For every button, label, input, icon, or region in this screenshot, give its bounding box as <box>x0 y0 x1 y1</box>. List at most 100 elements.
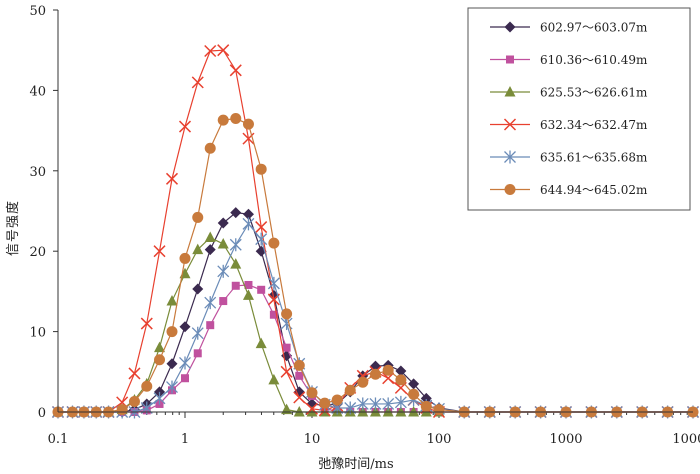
data-point <box>116 404 128 416</box>
data-point <box>154 354 166 366</box>
data-point <box>217 114 229 126</box>
x-tick-label: 0.1 <box>48 432 69 447</box>
data-point <box>344 384 356 396</box>
data-point <box>295 371 304 380</box>
data-point <box>394 395 407 409</box>
data-point <box>306 406 318 417</box>
data-point <box>166 295 178 306</box>
x-axis-title: 弛豫时间/ms <box>318 457 393 472</box>
data-point <box>280 365 293 378</box>
data-point <box>433 404 445 416</box>
data-point <box>204 44 217 58</box>
data-point <box>231 281 240 290</box>
data-point <box>293 406 305 417</box>
data-point <box>192 283 204 295</box>
data-point <box>166 326 178 338</box>
data-point <box>255 232 268 246</box>
data-point <box>219 297 228 306</box>
x-tick-label: 1000 <box>549 432 582 447</box>
data-point <box>230 258 242 269</box>
data-point <box>204 296 217 310</box>
x-tick-label: 10000 <box>672 432 700 447</box>
legend-marker <box>506 55 514 64</box>
legend-label: 610.36～610.49m <box>540 53 648 67</box>
data-point <box>319 397 331 409</box>
data-point <box>229 64 242 77</box>
data-point <box>369 406 381 417</box>
data-point <box>408 406 420 417</box>
data-point <box>178 120 192 133</box>
data-point <box>242 217 255 231</box>
data-point <box>282 343 291 352</box>
y-tick-label: 50 <box>29 4 46 19</box>
data-point <box>242 289 254 300</box>
x-tick-label: 1 <box>181 432 189 447</box>
data-point <box>244 280 253 289</box>
data-point <box>192 243 204 255</box>
data-point <box>382 372 395 385</box>
data-point <box>293 359 305 371</box>
data-point <box>257 285 266 294</box>
x-tick-label: 10 <box>304 432 321 447</box>
data-point <box>331 394 343 406</box>
legend-marker <box>503 118 517 131</box>
data-point <box>217 217 229 229</box>
data-point <box>356 397 369 411</box>
data-point <box>230 207 242 219</box>
data-point <box>357 406 369 417</box>
data-point <box>357 376 369 388</box>
data-point <box>153 245 166 258</box>
data-point <box>204 231 216 243</box>
data-point <box>369 397 382 411</box>
data-point <box>369 368 381 380</box>
data-point <box>191 326 204 340</box>
data-point <box>269 310 278 319</box>
data-point <box>206 321 215 330</box>
y-tick-label: 20 <box>29 245 46 260</box>
data-point <box>141 380 153 392</box>
data-point <box>179 321 191 333</box>
data-point <box>179 356 191 370</box>
data-point <box>154 341 166 353</box>
data-point <box>217 44 230 57</box>
legend-marker <box>504 86 516 97</box>
data-point <box>181 374 189 383</box>
legend-box <box>467 7 691 211</box>
data-point <box>204 142 216 154</box>
data-point <box>382 406 394 417</box>
data-point <box>281 308 293 320</box>
data-point <box>395 406 407 417</box>
data-point <box>242 208 254 220</box>
data-point <box>293 391 306 404</box>
data-point <box>153 391 166 405</box>
data-point <box>140 317 153 330</box>
legend-label: 632.34～632.47m <box>540 118 648 132</box>
y-tick-label: 40 <box>29 84 46 99</box>
legend-label: 602.97～603.07m <box>540 21 648 35</box>
legend-marker <box>504 21 516 33</box>
x-axis-ticks: 0.1 1 10 100 1000 10000 <box>48 412 700 447</box>
legend-label: 625.53～626.61m <box>540 86 648 100</box>
data-point <box>395 365 407 377</box>
data-point <box>395 374 407 386</box>
data-point <box>268 373 280 385</box>
y-axis-title: 信号强度 <box>5 200 21 256</box>
data-point <box>420 400 432 412</box>
y-tick-label: 0 <box>38 406 46 421</box>
data-point <box>242 118 254 130</box>
data-point <box>382 364 394 376</box>
legend-marker <box>504 184 516 195</box>
data-point <box>382 397 395 411</box>
data-point <box>420 392 432 404</box>
data-point <box>128 396 140 408</box>
data-point <box>268 237 280 249</box>
data-point <box>192 211 204 223</box>
data-point <box>166 380 178 394</box>
data-point <box>267 276 280 290</box>
data-point <box>306 387 318 399</box>
data-point <box>191 76 204 89</box>
data-point <box>281 403 293 415</box>
legend-label: 644.94～645.02m <box>540 183 648 197</box>
legend-marker <box>504 150 516 164</box>
